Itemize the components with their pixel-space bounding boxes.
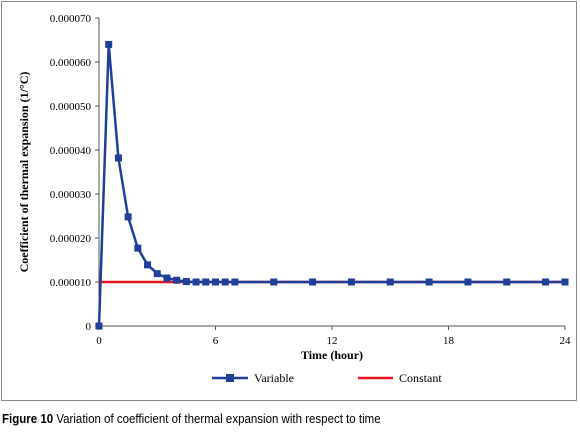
y-tick-label: 0 (86, 321, 92, 333)
data-point-variable (542, 278, 550, 286)
caption-label: Figure 10 (2, 412, 54, 426)
x-axis-title: Time (hour) (301, 348, 363, 362)
data-point-variable (153, 270, 161, 278)
data-point-variable (105, 40, 113, 48)
data-point-variable (144, 261, 152, 269)
data-point-variable (347, 278, 355, 286)
data-point-variable (212, 278, 219, 286)
data-point-variable (202, 278, 210, 286)
y-axis-ticks: 0 0.000010 0.000020 0.000030 0.000040 0.00005… (50, 13, 99, 333)
data-point-variable (503, 278, 511, 286)
data-point-variable (173, 276, 181, 284)
y-tick-label: 0.000050 (50, 101, 92, 113)
data-point-variable (182, 278, 190, 286)
x-axis-ticks: 0 6 12 18 24 (96, 326, 571, 347)
y-tick-label: 0.000060 (50, 57, 92, 69)
data-point-variable (124, 213, 132, 221)
y-tick-label: 0.000020 (50, 233, 92, 245)
x-tick-label: 0 (96, 335, 102, 347)
y-tick-label: 0.000030 (50, 189, 92, 201)
data-point-variable (134, 244, 142, 252)
y-axis-title: Coefficient of thermal expansion (1/°C) (17, 72, 31, 273)
y-tick-label: 0.000010 (50, 277, 92, 289)
x-tick-label: 18 (443, 335, 455, 347)
x-tick-label: 12 (327, 335, 338, 347)
y-tick-label: 0.000070 (50, 13, 92, 25)
series-layer (95, 40, 569, 330)
legend-variable-marker (226, 374, 234, 382)
data-point-variable (464, 278, 472, 286)
legend: Variable Constant (212, 371, 442, 385)
data-point-variable (163, 274, 171, 282)
data-point-variable (114, 154, 122, 162)
legend-constant-label: Constant (399, 371, 442, 385)
data-point-variable (221, 278, 229, 286)
data-point-variable (425, 278, 433, 286)
chart-frame (1, 1, 577, 401)
data-point-variable (309, 278, 317, 286)
data-point-variable (561, 278, 569, 286)
caption-text: Variation of coefficient of thermal expa… (53, 412, 381, 426)
chart: 0 0.000010 0.000020 0.000030 0.000040 0.00005… (17, 13, 571, 385)
figure-caption: Figure 10 Variation of coefficient of th… (2, 412, 532, 426)
x-tick-label: 6 (213, 335, 219, 347)
x-tick-label: 24 (560, 335, 572, 347)
legend-variable-label: Variable (254, 371, 294, 385)
y-tick-label: 0.000040 (50, 145, 92, 157)
data-point-variable (270, 278, 278, 286)
data-point-variable (231, 278, 239, 286)
data-point-variable (386, 278, 394, 286)
data-point-variable (95, 322, 103, 330)
series-line-variable (97, 43, 565, 327)
data-point-variable (192, 278, 200, 286)
